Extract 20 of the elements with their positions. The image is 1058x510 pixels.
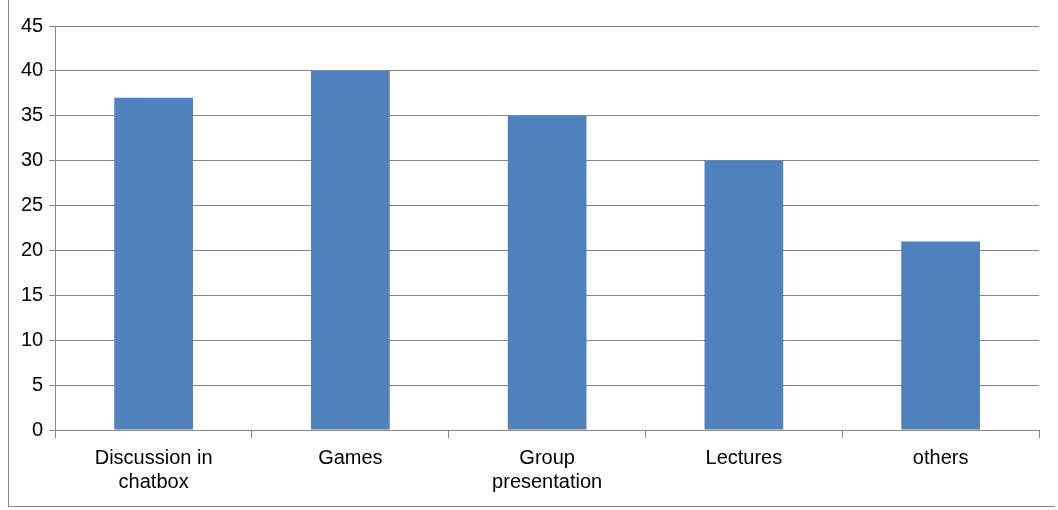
x-tick-label: Games (318, 445, 383, 468)
bar (311, 70, 390, 430)
x-tick-label: others (912, 445, 969, 468)
y-tick-label: 40 (21, 58, 44, 81)
y-tick-label: 30 (21, 148, 44, 171)
bar (114, 97, 193, 430)
y-tick-label: 35 (21, 103, 44, 126)
y-tick-label: 0 (32, 417, 44, 440)
bar (507, 115, 587, 430)
x-tick-label: Lectures (705, 445, 783, 468)
bar (901, 241, 980, 430)
y-tick-label: 10 (21, 327, 44, 350)
y-tick-label: 5 (32, 372, 44, 395)
bar (704, 160, 784, 430)
y-tick-label: 45 (21, 13, 44, 36)
y-tick-label: 25 (21, 193, 44, 216)
x-tick-label: Discussion in chatbox (94, 445, 213, 492)
y-tick-label: 15 (21, 282, 44, 305)
y-tick-label: 20 (21, 237, 44, 260)
x-tick-label: Group presentation (492, 445, 603, 492)
